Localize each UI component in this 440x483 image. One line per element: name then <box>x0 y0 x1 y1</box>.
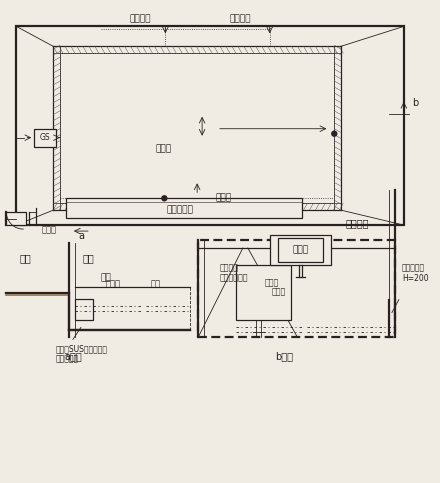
Bar <box>236 265 290 319</box>
Text: シンク: シンク <box>293 245 308 255</box>
Text: 食堂: 食堂 <box>19 253 31 263</box>
Circle shape <box>332 131 337 136</box>
Text: 防水立上げ
H=200: 防水立上げ H=200 <box>402 263 429 283</box>
Text: 排水溝: 排水溝 <box>41 226 56 235</box>
Bar <box>6 212 26 225</box>
Text: 排水溝: 排水溝 <box>265 278 279 287</box>
Bar <box>16 27 404 225</box>
Text: 厨房平面: 厨房平面 <box>345 218 369 228</box>
Text: 排水管: 排水管 <box>271 287 286 296</box>
Bar <box>278 238 323 262</box>
Bar <box>66 199 302 218</box>
Text: b断面: b断面 <box>275 351 293 361</box>
Text: a断面: a断面 <box>64 351 82 361</box>
Bar <box>198 240 395 338</box>
Text: GS: GS <box>40 133 51 142</box>
Text: 排水溝: 排水溝 <box>155 144 172 153</box>
Bar <box>270 235 331 265</box>
Text: 床勾配: 床勾配 <box>215 194 231 203</box>
Text: カウンター: カウンター <box>167 206 194 215</box>
Text: ドア: ドア <box>101 273 111 282</box>
Text: 防水: 防水 <box>150 279 161 288</box>
Text: b: b <box>412 98 418 108</box>
Bar <box>34 128 56 147</box>
Text: 防水はSUSくつずりに
立ち上げる: 防水はSUSくつずりに 立ち上げる <box>56 344 108 364</box>
Text: 器具排水: 器具排水 <box>130 14 151 23</box>
Text: 厨房: 厨房 <box>83 253 95 263</box>
Text: a: a <box>78 231 84 241</box>
Text: 厨房器具: 厨房器具 <box>230 14 251 23</box>
Text: 排水溝: 排水溝 <box>105 279 120 288</box>
Bar <box>75 298 93 321</box>
Circle shape <box>162 196 167 201</box>
Text: かさ上げ
コンクリート: かさ上げ コンクリート <box>220 263 249 283</box>
Bar <box>60 53 334 203</box>
